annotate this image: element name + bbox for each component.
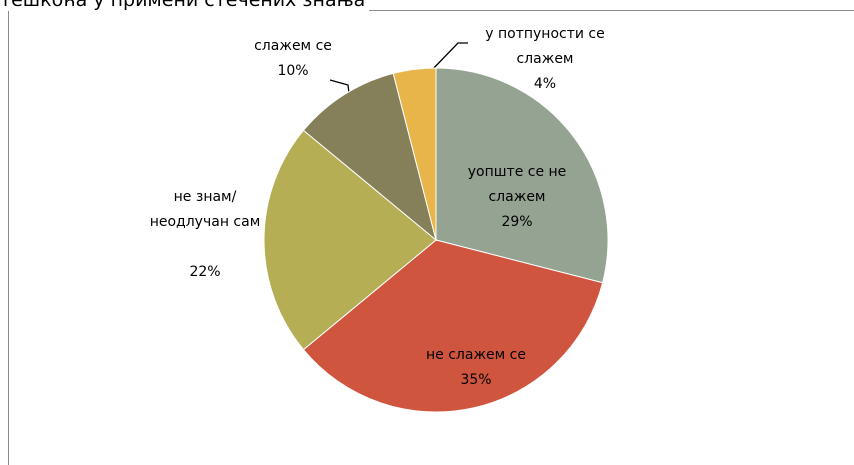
slice-value-label: 10% xyxy=(277,63,309,79)
pie-slice xyxy=(302,239,604,413)
slice-label: не слажем се xyxy=(426,347,526,363)
slice-label: уопште се не слажем xyxy=(467,164,567,205)
slice-value-label: 22% xyxy=(189,264,221,280)
pie-slice xyxy=(302,72,437,242)
slice-label: у потпуности се слажем xyxy=(485,26,605,67)
pie-slice xyxy=(392,67,437,241)
pie-slice xyxy=(435,67,609,284)
pie-slice xyxy=(263,129,437,351)
slice-value-label: 35% xyxy=(460,372,492,388)
slice-value-label: 29% xyxy=(501,214,533,230)
slice-label: слажем се xyxy=(254,38,332,54)
chart-frame xyxy=(8,10,854,465)
chart-title: тешкоћа у примени стечених знања xyxy=(0,0,370,11)
leader-line xyxy=(429,42,468,73)
slice-value-label: 4% xyxy=(533,76,557,92)
slice-label: не знам/неодлучан сам xyxy=(149,189,261,230)
